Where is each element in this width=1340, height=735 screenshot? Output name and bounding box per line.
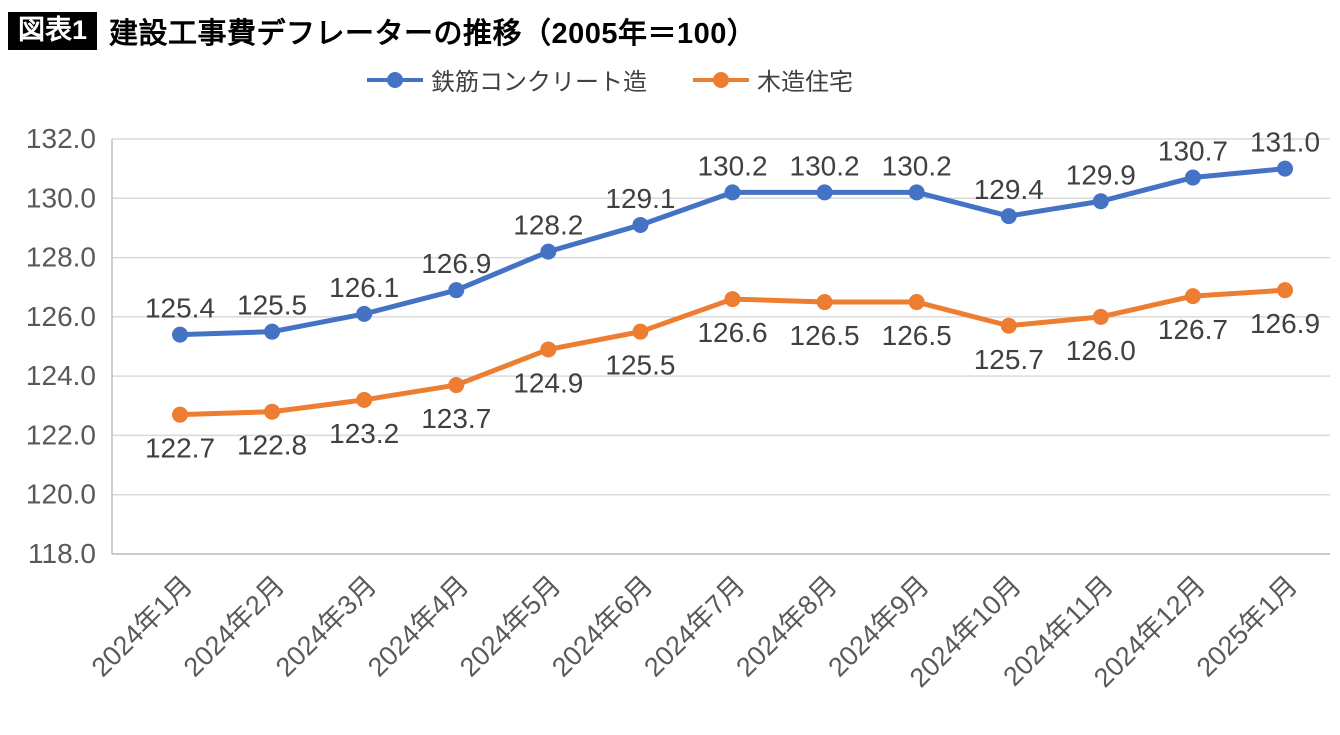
data-label: 126.7: [1158, 314, 1228, 345]
data-point-marker: [1277, 282, 1293, 299]
legend: 鉄筋コンクリート造 木造住宅: [0, 62, 1340, 97]
data-point-marker: [1184, 288, 1201, 305]
data-label: 129.1: [605, 183, 675, 214]
data-label: 122.7: [145, 433, 215, 464]
legend-line-marker-icon: [693, 71, 749, 88]
data-label: 124.9: [513, 367, 583, 398]
data-label: 130.7: [1158, 136, 1228, 167]
data-point-marker: [724, 291, 741, 308]
legend-label-rc: 鉄筋コンクリート造: [431, 69, 647, 96]
legend-item-wood: 木造住宅: [693, 62, 853, 97]
data-label: 123.7: [421, 403, 491, 434]
chart-title: 建設工事費デフレーターの推移（2005年＝100）: [109, 18, 757, 50]
data-label: 131.0: [1250, 127, 1320, 158]
y-tick-label: 130.0: [26, 182, 96, 213]
data-point-marker: [540, 341, 557, 358]
data-point-marker: [1000, 208, 1017, 225]
data-point-marker: [540, 243, 557, 260]
data-label: 125.5: [237, 290, 307, 321]
data-label: 126.0: [1066, 335, 1136, 366]
y-tick-label: 126.0: [26, 301, 96, 332]
data-point-marker: [448, 377, 465, 394]
data-point-marker: [908, 184, 925, 201]
legend-item-rc: 鉄筋コンクリート造: [367, 62, 647, 97]
data-point-marker: [1184, 169, 1201, 186]
y-tick-label: 120.0: [26, 479, 96, 510]
data-label: 126.9: [421, 248, 491, 279]
y-tick-label: 132.0: [26, 123, 96, 154]
data-label: 125.7: [974, 344, 1044, 375]
data-point-marker: [816, 184, 833, 201]
data-point-marker: [908, 294, 925, 311]
data-point-marker: [1092, 193, 1109, 210]
data-label: 130.2: [790, 150, 860, 181]
legend-line-marker-icon: [367, 71, 423, 88]
data-point-marker: [1092, 308, 1109, 325]
data-label: 125.5: [605, 350, 675, 381]
data-point-marker: [356, 391, 373, 408]
data-point-marker: [172, 406, 188, 423]
y-tick-label: 128.0: [26, 242, 96, 273]
data-label: 126.1: [329, 272, 399, 303]
data-label: 122.8: [237, 430, 307, 461]
data-point-marker: [632, 216, 649, 233]
data-label: 130.2: [882, 150, 952, 181]
data-point-marker: [816, 294, 833, 311]
legend-label-wood: 木造住宅: [757, 69, 853, 96]
figure-badge: 図表1: [8, 12, 98, 50]
data-point-marker: [356, 305, 373, 322]
data-label: 123.2: [329, 418, 399, 449]
y-tick-label: 124.0: [26, 360, 96, 391]
data-label: 126.5: [882, 320, 952, 351]
x-tick-label: 2025年1月: [1191, 570, 1303, 682]
data-point-marker: [1000, 317, 1017, 334]
data-point-marker: [448, 282, 465, 299]
y-tick-label: 118.0: [28, 538, 96, 569]
data-point-marker: [264, 403, 281, 420]
data-point-marker: [724, 184, 741, 201]
data-label: 130.2: [697, 150, 767, 181]
line-chart: 118.0 120.0 122.0 124.0 126.0 128.0 130.0 132.0…: [26, 123, 1330, 693]
chart-area: 118.0 120.0 122.0 124.0 126.0 128.0 130.0 132.0…: [0, 99, 1340, 729]
data-point-marker: [632, 323, 649, 340]
data-label: 129.9: [1066, 159, 1136, 190]
data-label: 126.6: [697, 317, 767, 348]
data-point-marker: [172, 326, 188, 343]
data-label: 129.4: [974, 174, 1044, 205]
data-label: 125.4: [145, 293, 215, 324]
data-point-marker: [264, 323, 281, 340]
data-label: 126.5: [790, 320, 860, 351]
data-label: 126.9: [1250, 308, 1320, 339]
title-row: 図表1 建設工事費デフレーターの推移（2005年＝100）: [0, 0, 1340, 52]
data-label: 128.2: [513, 210, 583, 241]
data-point-marker: [1277, 160, 1293, 177]
y-tick-label: 122.0: [26, 419, 96, 450]
